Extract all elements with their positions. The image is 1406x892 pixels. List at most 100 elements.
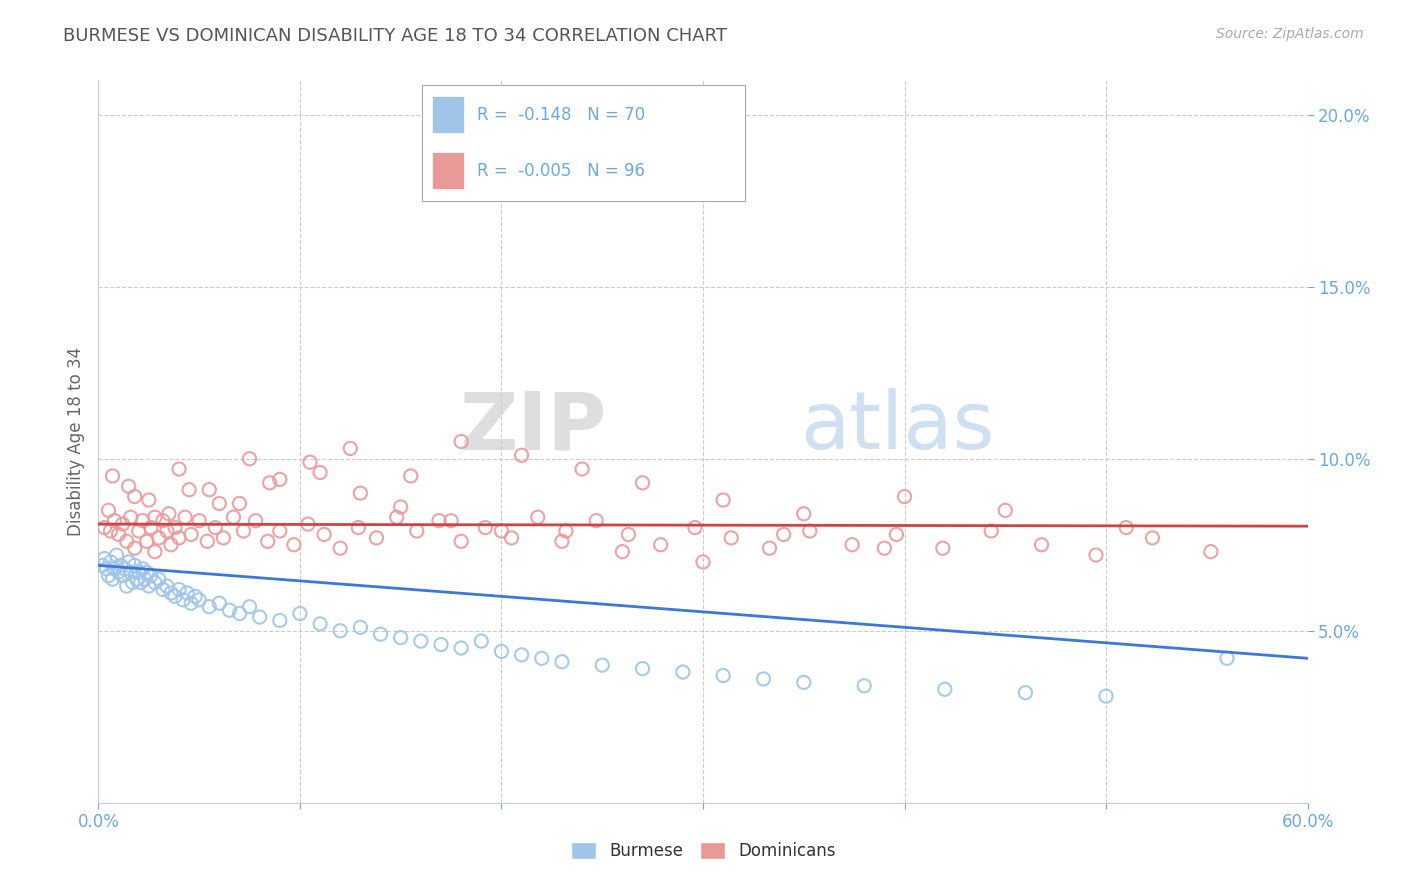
Point (772, 527, 794, 541)
Point (299, 455, 322, 469)
Point (105, 548, 128, 562)
Point (222, 510, 245, 524)
Point (1014, 686, 1036, 700)
Point (450, 434, 472, 449)
Point (366, 531, 388, 545)
Point (309, 466, 332, 480)
Point (208, 496, 231, 510)
Point (195, 534, 218, 549)
Point (631, 475, 654, 490)
Point (138, 579, 160, 593)
Point (163, 590, 186, 604)
Point (198, 599, 221, 614)
Point (103, 514, 125, 528)
Point (129, 575, 152, 590)
Point (873, 541, 896, 556)
Point (249, 610, 271, 624)
Point (212, 531, 235, 545)
Point (167, 462, 190, 476)
Point (1085, 548, 1108, 562)
Point (124, 558, 146, 573)
Point (571, 462, 593, 476)
Point (111, 517, 134, 532)
Point (100, 524, 122, 538)
Point (672, 665, 695, 679)
Point (752, 672, 775, 686)
Point (430, 638, 453, 652)
Point (793, 507, 815, 521)
Point (347, 520, 370, 534)
Point (510, 448, 533, 462)
Point (269, 472, 291, 486)
Point (124, 541, 146, 556)
Text: BURMESE VS DOMINICAN DISABILITY AGE 18 TO 34 CORRELATION CHART: BURMESE VS DOMINICAN DISABILITY AGE 18 T… (63, 27, 727, 45)
Point (115, 579, 138, 593)
Point (474, 520, 496, 534)
Point (114, 562, 136, 576)
Point (96, 562, 118, 576)
Point (107, 527, 129, 541)
Point (980, 524, 1002, 538)
Point (617, 527, 640, 541)
Point (143, 544, 166, 558)
Point (228, 496, 250, 510)
Point (405, 524, 427, 538)
Point (329, 624, 352, 638)
Point (143, 510, 166, 524)
Point (101, 469, 124, 483)
Point (180, 527, 202, 541)
Point (491, 644, 513, 658)
Point (711, 668, 734, 682)
Point (152, 514, 174, 528)
Point (124, 490, 146, 504)
Point (551, 534, 574, 549)
Point (121, 575, 143, 590)
Point (218, 603, 240, 617)
Point (1095, 689, 1118, 703)
Point (139, 520, 162, 534)
Point (555, 524, 578, 538)
Point (120, 510, 142, 524)
Point (283, 538, 305, 552)
Legend: Burmese, Dominicans: Burmese, Dominicans (564, 835, 842, 867)
Point (1199, 544, 1222, 558)
Point (269, 524, 291, 538)
Point (711, 493, 734, 508)
Text: R =  -0.148   N = 70: R = -0.148 N = 70 (477, 106, 645, 124)
Point (245, 514, 267, 528)
Point (91, 558, 114, 573)
Point (530, 651, 553, 665)
Point (259, 475, 281, 490)
Point (389, 500, 412, 514)
Point (172, 592, 194, 607)
Point (132, 562, 155, 576)
Point (163, 520, 186, 534)
Point (111, 568, 134, 582)
Point (551, 173, 574, 187)
Point (853, 679, 876, 693)
Point (101, 572, 124, 586)
Point (97, 568, 120, 582)
Text: R =  -0.005   N = 96: R = -0.005 N = 96 (477, 161, 645, 179)
Point (491, 524, 513, 538)
Point (934, 682, 956, 697)
Point (198, 483, 221, 497)
Text: Source: ZipAtlas.com: Source: ZipAtlas.com (1216, 27, 1364, 41)
Point (176, 586, 198, 600)
Point (128, 524, 150, 538)
Point (184, 590, 207, 604)
Point (349, 486, 371, 500)
Point (156, 579, 179, 593)
Point (132, 514, 155, 528)
Bar (432, 96, 464, 134)
Point (208, 596, 231, 610)
Point (228, 607, 250, 621)
Text: ZIP: ZIP (458, 388, 606, 467)
Point (152, 582, 174, 597)
Point (180, 596, 202, 610)
Point (157, 507, 180, 521)
Point (551, 655, 574, 669)
Point (427, 514, 450, 528)
Point (841, 538, 863, 552)
Point (450, 534, 472, 549)
